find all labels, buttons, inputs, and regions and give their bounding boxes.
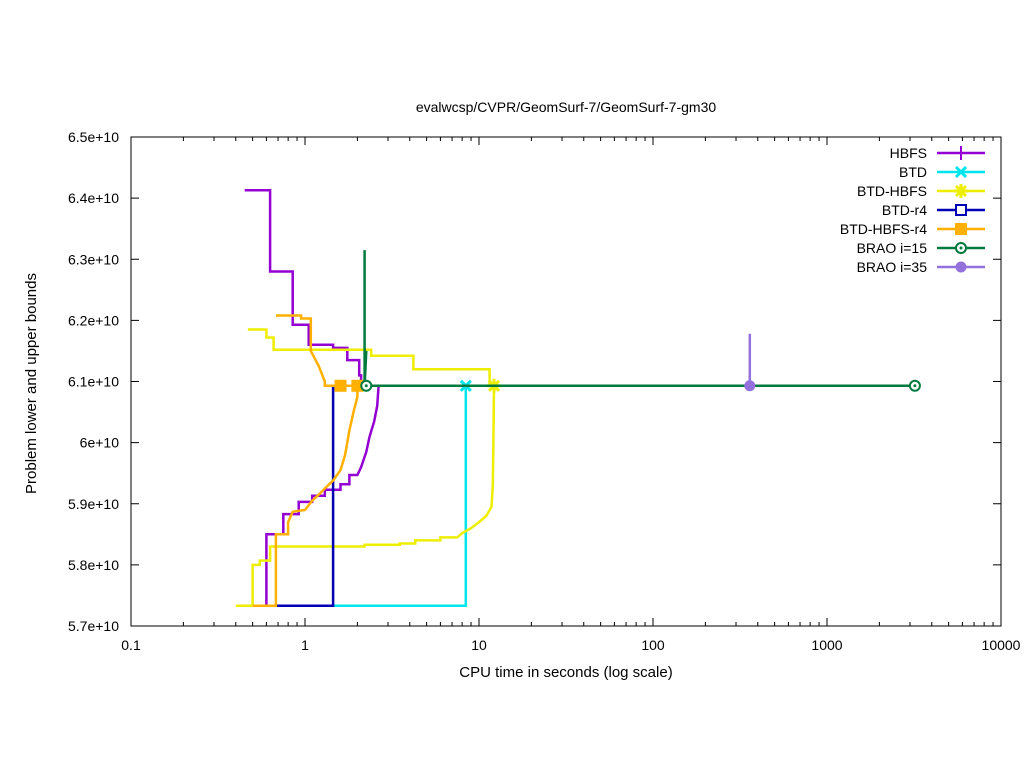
y-tick-label: 6.2e+10 bbox=[68, 312, 119, 328]
y-tick-label: 5.7e+10 bbox=[68, 618, 119, 634]
y-tick-label: 5.9e+10 bbox=[68, 496, 119, 512]
series-upper-bound-line bbox=[244, 188, 363, 386]
y-axis-label: Problem lower and upper bounds bbox=[23, 273, 40, 494]
x-tick-label: 10 bbox=[471, 637, 487, 653]
legend-item: BRAO i=35 bbox=[857, 259, 985, 275]
chart-title: evalwcsp/CVPR/GeomSurf-7/GeomSurf-7-gm30 bbox=[416, 99, 717, 115]
y-tick-label: 6.3e+10 bbox=[68, 251, 119, 267]
series-lower-bound-line bbox=[265, 385, 380, 606]
series-btd-hbfs-r4 bbox=[252, 314, 364, 608]
series-upper-bound-line bbox=[275, 314, 358, 388]
plot-border bbox=[130, 136, 1002, 627]
series-brao-i-15 bbox=[360, 250, 921, 392]
x-axis: 0.1 1 10 100 1000 10000 bbox=[121, 137, 1021, 653]
marker bbox=[351, 379, 364, 392]
legend-label: BTD-HBFS-r4 bbox=[840, 221, 927, 237]
x-tick-label: 100 bbox=[641, 637, 665, 653]
y-tick-label: 6.4e+10 bbox=[68, 190, 119, 206]
series-lower-bound-line bbox=[252, 385, 359, 608]
legend-label: BRAO i=35 bbox=[857, 259, 928, 275]
legend-item: BTD-HBFS-r4 bbox=[840, 221, 985, 237]
series-lower-bound-line bbox=[235, 385, 496, 608]
legend-item: BTD bbox=[899, 164, 985, 180]
y-tick-label: 5.8e+10 bbox=[68, 557, 119, 573]
marker bbox=[954, 165, 968, 179]
y-tick-label: 6.1e+10 bbox=[68, 374, 119, 390]
series-hbfs bbox=[244, 188, 380, 606]
x-tick-label: 0.1 bbox=[121, 637, 141, 653]
x-tick-label: 1 bbox=[301, 637, 309, 653]
legend-item: HBFS bbox=[890, 145, 985, 161]
series-upper-bound-line bbox=[363, 250, 915, 388]
legend-label: HBFS bbox=[890, 145, 927, 161]
x-tick-label: 10000 bbox=[982, 637, 1021, 653]
legend-label: BRAO i=15 bbox=[857, 240, 928, 256]
x-axis-label: CPU time in seconds (log scale) bbox=[459, 664, 672, 681]
marker bbox=[955, 242, 967, 254]
marker bbox=[360, 379, 373, 392]
legend: HBFS BTD BTD-HBFS BTD-r4 BTD-HBFS-r4 BRAO i=1… bbox=[840, 145, 985, 275]
marker bbox=[954, 146, 968, 160]
marker bbox=[954, 184, 968, 198]
marker bbox=[955, 223, 967, 235]
legend-item: BTD-HBFS bbox=[857, 183, 985, 199]
y-tick-label: 6.5e+10 bbox=[68, 129, 119, 145]
x-tick-label: 1000 bbox=[811, 637, 842, 653]
series-lower-bound-line bbox=[333, 385, 468, 608]
legend-label: BTD-r4 bbox=[882, 202, 927, 218]
legend-label: BTD-HBFS bbox=[857, 183, 927, 199]
plot-area bbox=[130, 136, 1002, 627]
legend-label: BTD bbox=[899, 164, 927, 180]
marker bbox=[908, 379, 921, 392]
series-upper-bound-line bbox=[247, 328, 494, 388]
marker bbox=[955, 204, 967, 216]
y-axis: 5.7e+10 5.8e+10 5.9e+10 6e+10 6.1e+10 6.2e+10… bbox=[68, 129, 1001, 634]
legend-item: BTD-r4 bbox=[882, 202, 985, 218]
y-tick-label: 6e+10 bbox=[80, 435, 120, 451]
series-lower-bound-line bbox=[266, 385, 335, 608]
series-brao-i-35 bbox=[744, 333, 756, 392]
marker bbox=[744, 380, 756, 392]
series-layer bbox=[235, 188, 921, 608]
marker bbox=[334, 379, 347, 392]
legend-item: BRAO i=15 bbox=[857, 240, 985, 256]
marker bbox=[955, 261, 967, 273]
